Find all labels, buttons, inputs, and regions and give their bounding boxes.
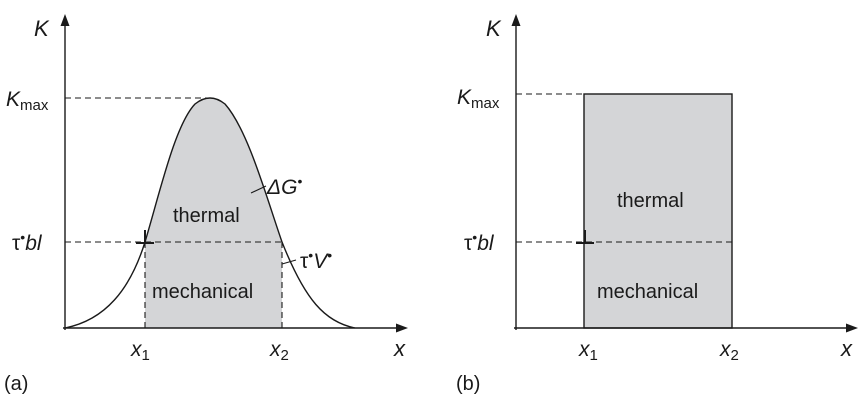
panel-b-x2-label: x2 (719, 338, 739, 364)
panel-a-x1-label: x1 (130, 338, 150, 364)
panel-b-y-arrow (511, 14, 521, 26)
panel-b-x1-label: x1 (578, 338, 598, 364)
panel-a-delta-g-label: ΔG• (266, 173, 302, 199)
panel-a-thermal-label: thermal (173, 205, 240, 227)
panel-a-tau-v-leader (281, 259, 297, 265)
panel-a-x2-label: x2 (269, 338, 289, 364)
panel-b-x-axis-label: x (840, 336, 853, 361)
panel-a-tau-label: τ•bl (12, 229, 43, 255)
panel-a: K x Kmax τ•bl x1 x2 thermal mechanical Δ… (4, 14, 408, 395)
panel-a-energy-curve (64, 97, 356, 329)
panel-a-tag: (a) (4, 373, 28, 395)
panel-b-tag: (b) (456, 373, 480, 395)
panel-b-thermal-label: thermal (617, 190, 684, 212)
panel-b-y-axis-label: K (486, 16, 502, 41)
panel-a-y-axis-label: K (34, 16, 50, 41)
panel-a-kmax-label: Kmax (6, 88, 49, 114)
panel-b-x-arrow (846, 323, 858, 333)
panel-a-x-axis-label: x (393, 336, 406, 361)
panel-a-delta-g-leader (250, 185, 267, 194)
panel-a-x-arrow (396, 323, 408, 333)
panel-a-tau-v-label: τ•V• (300, 247, 332, 273)
panel-b-shaded-region (584, 94, 732, 328)
panel-b-kmax-label: Kmax (457, 86, 500, 112)
panel-a-shaded-region (145, 98, 282, 328)
panel-b: K x Kmax τ•bl x1 x2 thermal mechanical (… (456, 14, 858, 395)
panel-b-tau-label: τ•bl (464, 229, 495, 255)
panel-a-mechanical-label: mechanical (152, 281, 253, 303)
panel-a-y-arrow (60, 14, 70, 26)
panel-b-mechanical-label: mechanical (597, 281, 698, 303)
